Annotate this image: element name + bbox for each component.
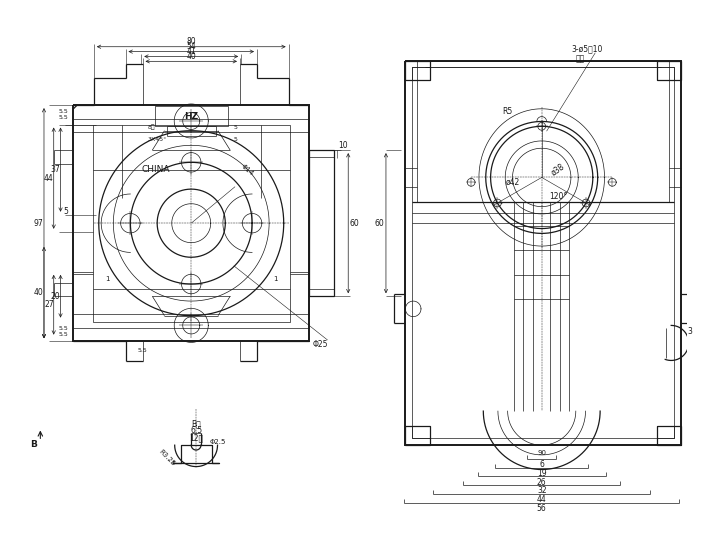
Text: 5: 5 (63, 207, 68, 216)
Text: Φ2.5: Φ2.5 (210, 439, 226, 445)
Text: 90: 90 (537, 450, 546, 456)
Text: 37: 37 (51, 165, 61, 174)
Text: 97: 97 (33, 219, 43, 227)
Text: 19: 19 (537, 469, 546, 478)
Text: 40: 40 (33, 288, 43, 297)
Text: 41: 41 (187, 47, 196, 56)
Text: 40: 40 (187, 52, 196, 61)
Text: 5.5: 5.5 (58, 109, 68, 114)
Text: 6: 6 (539, 460, 544, 469)
Text: ø42: ø42 (506, 178, 520, 187)
Text: 3: 3 (688, 327, 693, 336)
Text: 27: 27 (44, 300, 54, 309)
Text: 56: 56 (537, 504, 546, 513)
Text: HZ: HZ (184, 112, 199, 121)
Text: 32: 32 (537, 486, 546, 496)
Text: 26: 26 (537, 477, 546, 486)
Text: 3X45°: 3X45° (147, 137, 167, 142)
Text: 12深: 12深 (189, 433, 203, 442)
Text: 盲孔: 盲孔 (576, 54, 585, 63)
Text: 3-ø5深10: 3-ø5深10 (571, 44, 603, 53)
Text: 1: 1 (273, 276, 277, 282)
Text: 60: 60 (375, 219, 384, 227)
Text: R3.25: R3.25 (158, 449, 176, 467)
Text: 5.5: 5.5 (58, 332, 68, 337)
Text: 1: 1 (105, 276, 110, 282)
Text: 5: 5 (233, 137, 237, 142)
Text: Φ25: Φ25 (313, 340, 328, 349)
Text: 10: 10 (339, 141, 348, 150)
Text: Φ14: Φ14 (240, 163, 255, 177)
Text: ø38: ø38 (550, 162, 566, 177)
Text: 5: 5 (233, 124, 237, 130)
Text: 44: 44 (537, 495, 546, 504)
Text: R5: R5 (502, 107, 513, 116)
Text: 120°: 120° (550, 192, 567, 201)
Text: 5.5: 5.5 (58, 115, 68, 121)
Text: 44: 44 (44, 174, 54, 183)
Text: 20: 20 (51, 292, 61, 301)
Text: 5.5: 5.5 (138, 349, 147, 354)
Text: 8深: 8深 (147, 124, 155, 130)
Text: CHINA: CHINA (142, 165, 170, 174)
Text: 80: 80 (187, 37, 196, 46)
Text: 60: 60 (349, 219, 359, 227)
Text: 6.5: 6.5 (190, 426, 202, 435)
Text: B向: B向 (191, 419, 201, 428)
Text: B: B (30, 439, 37, 449)
Text: 5.5: 5.5 (58, 326, 68, 331)
Text: 54: 54 (187, 42, 196, 51)
